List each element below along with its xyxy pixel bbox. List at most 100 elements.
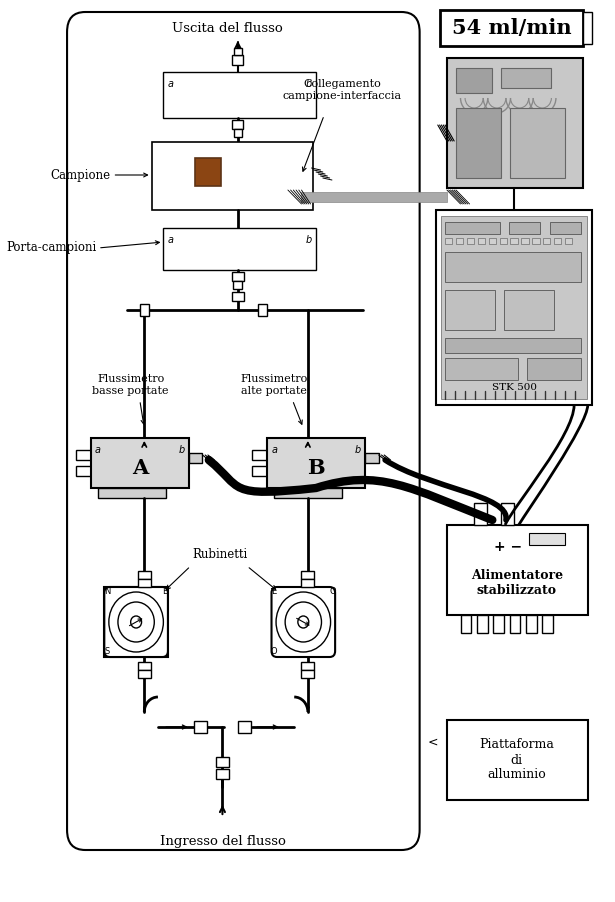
- Text: Porta-campioni: Porta-campioni: [6, 242, 96, 254]
- FancyBboxPatch shape: [195, 158, 221, 186]
- FancyBboxPatch shape: [138, 579, 151, 587]
- Text: <: <: [428, 735, 438, 749]
- Text: a: a: [168, 235, 173, 245]
- FancyBboxPatch shape: [510, 238, 518, 244]
- FancyBboxPatch shape: [467, 238, 474, 244]
- FancyBboxPatch shape: [461, 615, 472, 633]
- FancyBboxPatch shape: [499, 238, 507, 244]
- FancyBboxPatch shape: [442, 216, 587, 399]
- FancyBboxPatch shape: [301, 579, 314, 587]
- FancyBboxPatch shape: [447, 720, 588, 800]
- Text: S: S: [105, 648, 109, 657]
- Text: a: a: [168, 79, 173, 89]
- FancyBboxPatch shape: [501, 503, 514, 525]
- FancyBboxPatch shape: [271, 587, 335, 657]
- FancyBboxPatch shape: [522, 238, 529, 244]
- FancyBboxPatch shape: [267, 438, 365, 488]
- Text: b: b: [306, 235, 312, 245]
- FancyBboxPatch shape: [252, 466, 267, 476]
- FancyBboxPatch shape: [189, 453, 202, 463]
- FancyBboxPatch shape: [98, 488, 166, 498]
- Text: Flussimetro
alte portate: Flussimetro alte portate: [240, 374, 308, 396]
- Text: b: b: [355, 445, 361, 455]
- FancyBboxPatch shape: [456, 108, 501, 178]
- FancyBboxPatch shape: [258, 304, 267, 316]
- FancyBboxPatch shape: [510, 615, 520, 633]
- Text: E: E: [272, 587, 277, 596]
- Text: Uscita del flusso: Uscita del flusso: [172, 22, 282, 34]
- FancyBboxPatch shape: [445, 358, 518, 380]
- Text: Collegamento
campione-interfaccia: Collegamento campione-interfaccia: [283, 79, 402, 101]
- FancyBboxPatch shape: [509, 222, 541, 234]
- FancyBboxPatch shape: [554, 238, 561, 244]
- FancyBboxPatch shape: [231, 292, 244, 301]
- FancyBboxPatch shape: [447, 525, 588, 615]
- FancyBboxPatch shape: [138, 662, 151, 670]
- Text: N: N: [104, 587, 110, 596]
- Text: A: A: [132, 458, 148, 478]
- FancyBboxPatch shape: [301, 662, 314, 670]
- FancyBboxPatch shape: [301, 670, 314, 678]
- FancyBboxPatch shape: [90, 438, 189, 488]
- FancyBboxPatch shape: [140, 304, 149, 316]
- FancyBboxPatch shape: [105, 587, 168, 657]
- Text: a: a: [95, 445, 101, 455]
- FancyBboxPatch shape: [445, 222, 499, 234]
- FancyBboxPatch shape: [164, 72, 316, 118]
- FancyBboxPatch shape: [138, 571, 151, 579]
- Text: 54 ml/min: 54 ml/min: [451, 18, 571, 38]
- FancyBboxPatch shape: [76, 466, 90, 476]
- FancyBboxPatch shape: [105, 587, 168, 657]
- FancyBboxPatch shape: [474, 503, 487, 525]
- FancyBboxPatch shape: [550, 222, 581, 234]
- FancyBboxPatch shape: [194, 721, 207, 733]
- FancyBboxPatch shape: [456, 68, 493, 93]
- FancyBboxPatch shape: [138, 670, 151, 678]
- FancyBboxPatch shape: [501, 68, 552, 88]
- FancyBboxPatch shape: [504, 290, 554, 330]
- FancyBboxPatch shape: [510, 108, 565, 178]
- FancyBboxPatch shape: [232, 55, 244, 65]
- Text: b: b: [178, 445, 184, 455]
- FancyBboxPatch shape: [301, 571, 314, 579]
- FancyBboxPatch shape: [151, 142, 313, 210]
- FancyBboxPatch shape: [436, 210, 592, 405]
- Text: Piattaforma
di
alluminio: Piattaforma di alluminio: [480, 739, 554, 781]
- FancyBboxPatch shape: [445, 252, 581, 282]
- Text: STK 500: STK 500: [491, 382, 537, 391]
- FancyBboxPatch shape: [445, 338, 581, 353]
- FancyBboxPatch shape: [542, 615, 554, 633]
- FancyBboxPatch shape: [529, 533, 565, 545]
- FancyBboxPatch shape: [216, 757, 229, 767]
- Text: + −: + −: [494, 540, 522, 554]
- FancyBboxPatch shape: [447, 58, 583, 188]
- FancyBboxPatch shape: [583, 12, 592, 44]
- FancyBboxPatch shape: [478, 238, 485, 244]
- FancyBboxPatch shape: [252, 450, 267, 460]
- Text: Flussimetro
basse portate: Flussimetro basse portate: [92, 374, 169, 396]
- FancyBboxPatch shape: [527, 358, 581, 380]
- FancyBboxPatch shape: [365, 453, 379, 463]
- FancyBboxPatch shape: [232, 120, 244, 129]
- FancyBboxPatch shape: [164, 228, 316, 270]
- FancyBboxPatch shape: [445, 290, 495, 330]
- FancyBboxPatch shape: [445, 238, 453, 244]
- FancyBboxPatch shape: [565, 238, 573, 244]
- FancyBboxPatch shape: [234, 48, 242, 55]
- Text: Alimentatore
stabilizzato: Alimentatore stabilizzato: [471, 569, 563, 597]
- Text: a: a: [271, 445, 277, 455]
- FancyBboxPatch shape: [301, 192, 447, 202]
- FancyBboxPatch shape: [543, 238, 550, 244]
- FancyBboxPatch shape: [234, 129, 242, 137]
- Text: b: b: [306, 79, 312, 89]
- Text: O: O: [271, 648, 277, 657]
- FancyBboxPatch shape: [231, 272, 244, 281]
- FancyBboxPatch shape: [233, 281, 242, 289]
- FancyBboxPatch shape: [526, 615, 537, 633]
- FancyBboxPatch shape: [440, 10, 583, 46]
- FancyBboxPatch shape: [477, 615, 488, 633]
- Text: Ingresso del flusso: Ingresso del flusso: [159, 835, 285, 849]
- Text: E: E: [162, 587, 168, 596]
- FancyBboxPatch shape: [274, 488, 343, 498]
- Text: O: O: [329, 587, 336, 596]
